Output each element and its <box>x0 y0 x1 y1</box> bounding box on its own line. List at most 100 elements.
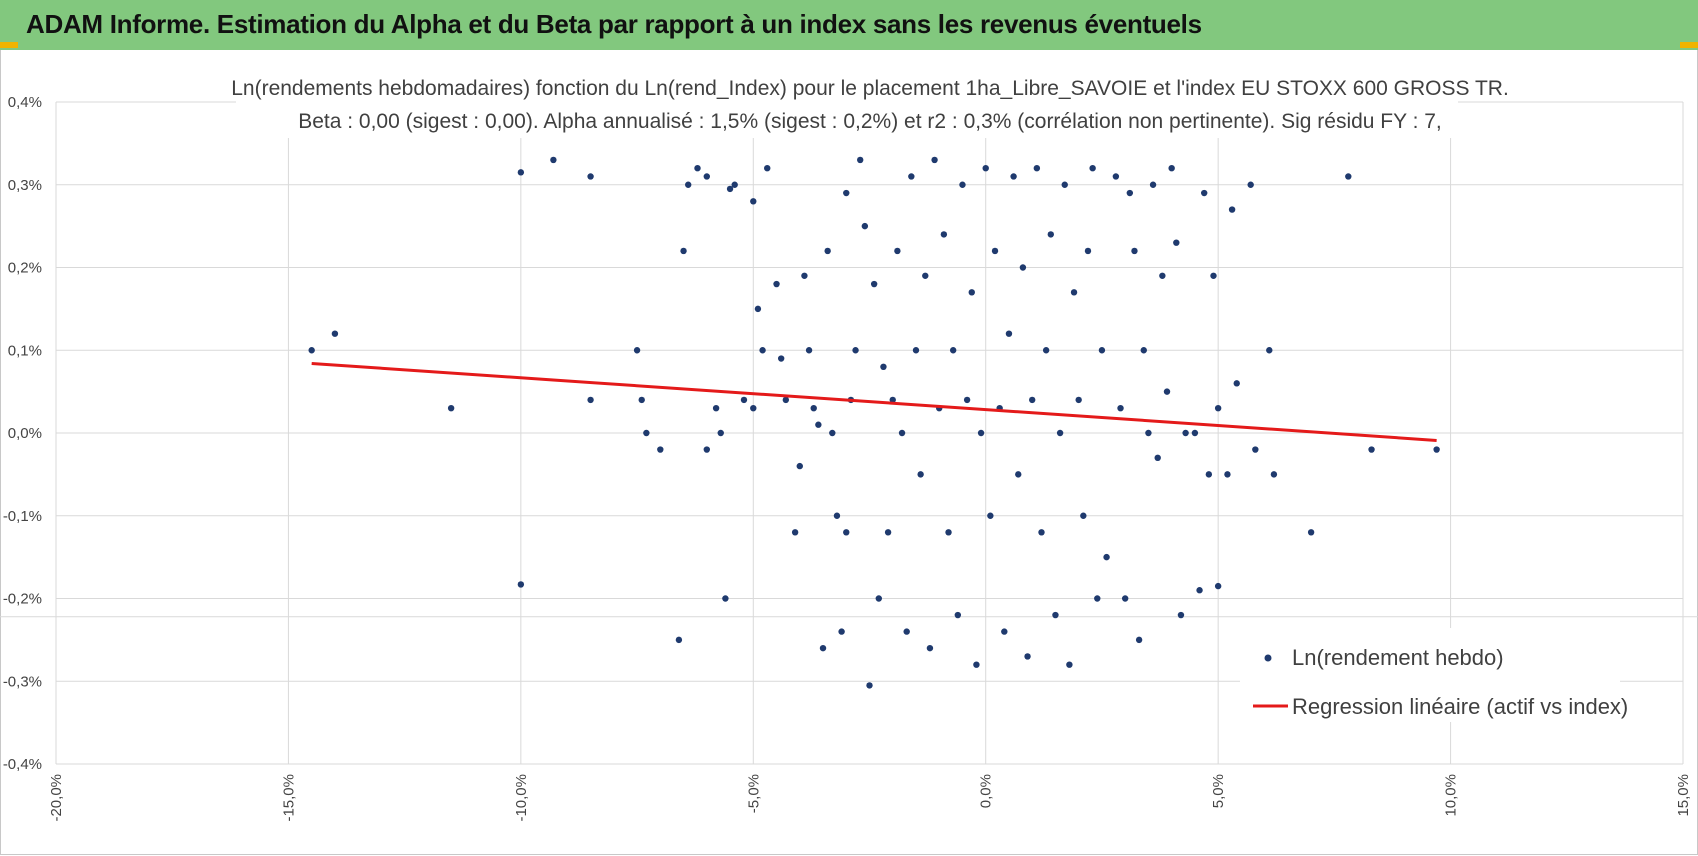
data-point <box>1228 206 1236 213</box>
data-points <box>308 156 1440 689</box>
data-point <box>517 581 525 588</box>
data-point <box>805 347 813 354</box>
data-point <box>685 181 692 188</box>
y-tick-label: -0,4% <box>3 756 42 773</box>
data-point <box>1159 272 1166 279</box>
data-point <box>1247 181 1254 188</box>
data-point <box>977 429 985 437</box>
data-point <box>824 247 831 255</box>
y-axis-ticks: 0,4% 0,3% 0,2% 0,1% 0,0% -0,1% -0,2% -0,3% -0,4% <box>3 94 42 773</box>
data-point <box>680 247 687 255</box>
data-point <box>1191 429 1199 437</box>
data-point <box>1182 429 1189 437</box>
report-title: ADAM Informe. Estimation du Alpha et du … <box>26 9 1202 39</box>
data-point <box>963 396 971 404</box>
data-point <box>764 165 771 172</box>
data-point <box>819 644 827 652</box>
data-point <box>1177 611 1185 619</box>
data-point <box>801 272 808 279</box>
data-point <box>308 347 315 354</box>
data-point <box>717 429 724 437</box>
data-point <box>726 185 734 193</box>
data-point <box>843 529 850 536</box>
data-point <box>922 272 929 279</box>
legend: Ln(rendement hebdo) Regression linéaire … <box>1240 628 1628 722</box>
y-tick-label: 0,1% <box>8 342 42 359</box>
data-point <box>843 189 850 197</box>
data-point <box>1070 289 1078 296</box>
chart-title-line2: Beta : 0,00 (sigest : 0,00). Alpha annua… <box>298 110 1442 133</box>
data-point <box>880 363 887 370</box>
data-point <box>1214 404 1222 412</box>
data-point <box>777 355 785 362</box>
data-point <box>1233 380 1240 387</box>
data-point <box>1038 529 1045 536</box>
y-tick-label: 0,0% <box>8 425 42 442</box>
data-point <box>884 529 892 536</box>
y-tick-label: 0,4% <box>8 94 42 111</box>
data-point <box>657 446 664 453</box>
data-point <box>940 231 948 238</box>
data-point <box>987 512 994 519</box>
grid-lines <box>0 101 1698 765</box>
data-point <box>870 280 878 288</box>
data-point <box>1019 264 1027 271</box>
regression-line <box>311 361 1437 442</box>
data-point <box>912 347 920 354</box>
data-point <box>861 222 869 230</box>
data-point <box>633 347 641 354</box>
x-tick-label: -20,0% <box>48 774 65 822</box>
data-point <box>712 404 720 412</box>
data-point <box>703 446 710 453</box>
legend-marker-scatter <box>1264 654 1272 662</box>
x-tick-label: -15,0% <box>280 774 297 822</box>
data-point <box>1052 611 1059 619</box>
data-point <box>731 181 738 188</box>
data-point <box>1033 165 1041 172</box>
data-point <box>949 347 957 354</box>
data-point <box>750 404 757 412</box>
data-point <box>1084 247 1092 255</box>
data-point <box>1005 330 1013 337</box>
data-point <box>954 611 962 619</box>
x-tick-label: 10,0% <box>1443 774 1460 817</box>
data-point <box>740 396 748 404</box>
data-point <box>838 628 845 635</box>
data-point <box>1029 396 1036 404</box>
data-point <box>722 595 729 602</box>
data-point <box>1173 239 1180 246</box>
data-point <box>1103 553 1110 561</box>
data-point <box>1080 512 1087 519</box>
x-tick-label: 5,0% <box>1210 774 1227 808</box>
data-point <box>833 512 841 519</box>
x-axis-ticks: -20,0% -15,0% -10,0% -5,0% 0,0% 5,0% 10,0% 15,0… <box>48 774 1692 822</box>
data-point <box>1094 595 1101 602</box>
data-point <box>638 396 645 404</box>
data-point <box>782 396 790 404</box>
data-point <box>1270 471 1278 478</box>
data-point <box>1131 247 1138 255</box>
data-point <box>857 156 864 164</box>
data-point <box>1368 446 1375 453</box>
data-point <box>1121 595 1129 602</box>
data-point <box>1042 347 1050 354</box>
data-point <box>1252 446 1259 453</box>
data-point <box>1224 471 1231 478</box>
data-point <box>791 529 799 536</box>
data-point <box>991 247 999 255</box>
data-point <box>754 305 762 313</box>
data-point <box>973 661 980 668</box>
y-tick-label: 0,3% <box>8 177 42 194</box>
x-tick-label: -10,0% <box>513 774 530 822</box>
y-tick-label: -0,2% <box>3 591 42 608</box>
data-point <box>1200 189 1208 197</box>
data-point <box>875 595 882 602</box>
data-point <box>447 404 455 412</box>
data-point <box>1089 165 1096 172</box>
data-point <box>1163 388 1171 395</box>
data-point <box>1024 653 1031 660</box>
data-point <box>1135 636 1143 644</box>
data-point <box>1210 272 1217 279</box>
data-point <box>917 471 924 478</box>
